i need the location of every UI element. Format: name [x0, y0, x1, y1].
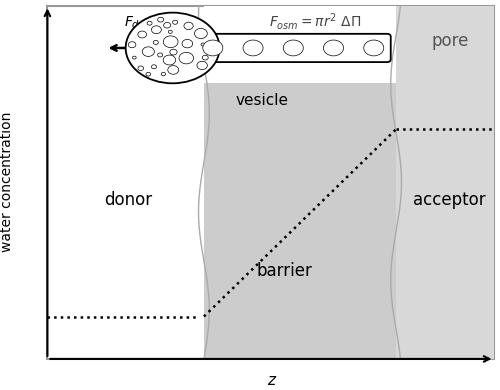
Text: acceptor: acceptor — [414, 191, 486, 209]
Circle shape — [138, 66, 143, 71]
Bar — [204, 5, 396, 359]
Circle shape — [154, 41, 158, 44]
Circle shape — [152, 65, 156, 69]
Circle shape — [168, 66, 178, 74]
Circle shape — [164, 36, 178, 48]
Circle shape — [158, 17, 164, 22]
Text: donor: donor — [104, 191, 152, 209]
Circle shape — [194, 28, 207, 39]
Text: pore: pore — [431, 32, 469, 50]
Circle shape — [161, 73, 166, 76]
Circle shape — [364, 40, 384, 56]
Circle shape — [243, 40, 263, 56]
Circle shape — [163, 55, 175, 65]
Circle shape — [324, 40, 344, 56]
Ellipse shape — [126, 12, 220, 83]
Text: z: z — [267, 372, 275, 388]
Circle shape — [146, 73, 150, 76]
Circle shape — [128, 42, 136, 48]
Circle shape — [164, 23, 170, 28]
Circle shape — [203, 40, 223, 56]
Text: water concentration: water concentration — [0, 112, 14, 252]
Text: vesicle: vesicle — [236, 94, 288, 108]
Bar — [204, 0, 396, 83]
Text: barrier: barrier — [256, 262, 312, 280]
Circle shape — [132, 56, 136, 59]
Circle shape — [168, 30, 172, 34]
Circle shape — [179, 52, 194, 64]
Circle shape — [206, 43, 218, 52]
Circle shape — [182, 39, 192, 48]
Circle shape — [172, 20, 178, 24]
Circle shape — [147, 21, 152, 25]
Text: $\mathit{F}_{osm} = \pi r^2\ \Delta\Pi$: $\mathit{F}_{osm} = \pi r^2\ \Delta\Pi$ — [270, 11, 362, 32]
Circle shape — [284, 40, 304, 56]
Bar — [396, 5, 494, 359]
Circle shape — [138, 31, 146, 38]
Circle shape — [170, 49, 177, 55]
Circle shape — [158, 53, 162, 57]
FancyBboxPatch shape — [192, 34, 390, 62]
Text: $\mathit{F}_{deform}$: $\mathit{F}_{deform}$ — [124, 15, 168, 32]
Circle shape — [202, 55, 208, 60]
Circle shape — [201, 43, 205, 46]
Circle shape — [142, 47, 154, 57]
Circle shape — [152, 26, 162, 34]
Circle shape — [197, 61, 207, 69]
Circle shape — [184, 22, 193, 30]
